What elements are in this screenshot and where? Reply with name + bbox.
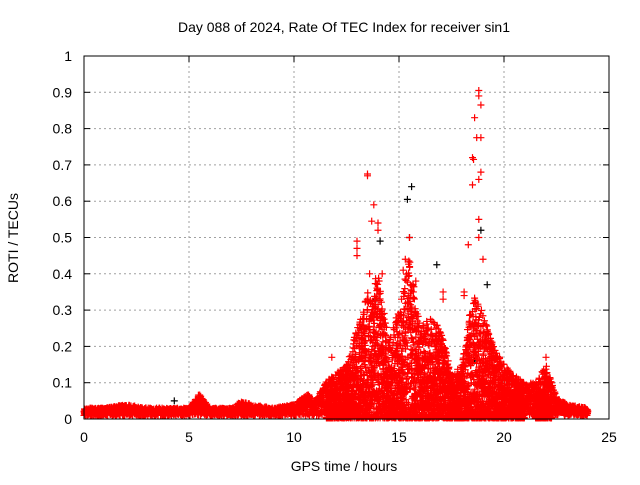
data-point — [433, 261, 440, 268]
data-point — [477, 227, 484, 234]
chart-title: Day 088 of 2024, Rate Of TEC Index for r… — [178, 19, 510, 35]
data-point — [405, 257, 412, 264]
y-tick-label: 0.3 — [53, 302, 73, 318]
data-point — [409, 335, 416, 342]
x-tick-label: 15 — [391, 429, 407, 445]
series-red — [81, 87, 592, 421]
y-tick-label: 1 — [64, 48, 72, 64]
y-tick-label: 0.2 — [53, 338, 73, 354]
y-tick-label: 0.1 — [53, 375, 73, 391]
x-tick-label: 20 — [496, 429, 512, 445]
y-tick-label: 0 — [64, 411, 72, 427]
y-tick-label: 0.6 — [53, 193, 73, 209]
x-tick-label: 0 — [80, 429, 88, 445]
x-tick-label: 10 — [286, 429, 302, 445]
data-marks — [81, 87, 592, 421]
y-axis-label: ROTI / TECUs — [5, 193, 21, 283]
data-point — [171, 397, 178, 404]
x-tick-label: 25 — [601, 429, 617, 445]
data-point — [377, 238, 384, 245]
x-axis-label: GPS time / hours — [291, 458, 398, 474]
y-tick-label: 0.7 — [53, 157, 73, 173]
y-tick-label: 0.9 — [53, 84, 73, 100]
data-point — [404, 196, 411, 203]
y-tick-label: 0.4 — [53, 266, 73, 282]
x-tick-label: 5 — [185, 429, 193, 445]
y-tick-label: 0.5 — [53, 230, 73, 246]
data-point — [484, 281, 491, 288]
y-tick-label: 0.8 — [53, 121, 73, 137]
data-point — [364, 289, 371, 296]
data-point — [408, 183, 415, 190]
